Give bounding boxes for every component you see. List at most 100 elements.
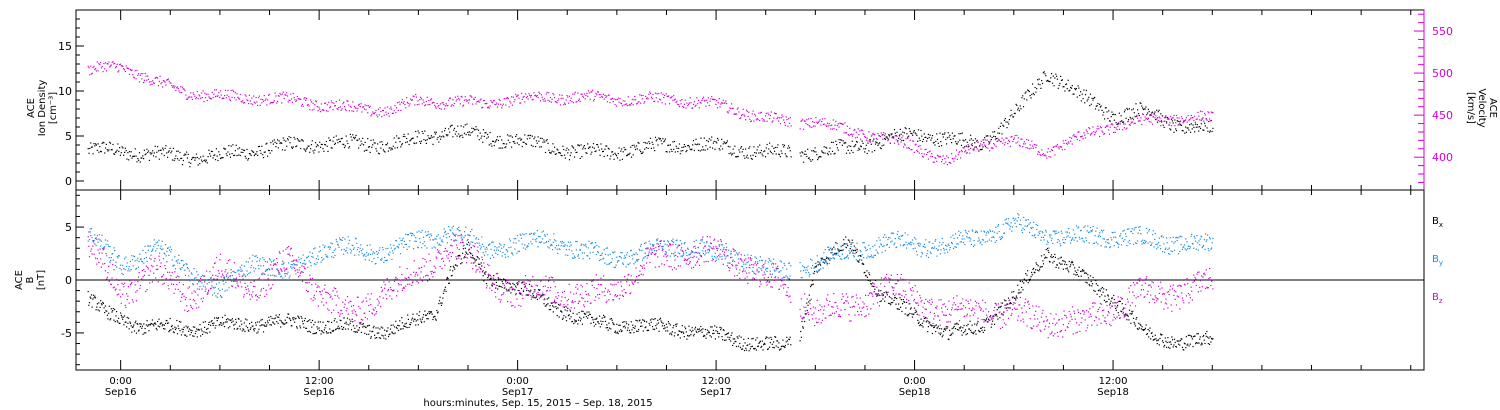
- data-point-right: [960, 157, 962, 159]
- data-point-left: [1212, 127, 1214, 129]
- data-point-left: [481, 135, 483, 137]
- data-point-Bx: [1188, 345, 1190, 347]
- data-point-Bx: [298, 317, 300, 319]
- data-point-Bx: [462, 252, 464, 254]
- data-point-Bx: [106, 310, 108, 312]
- data-point-By: [272, 260, 274, 262]
- data-point-left: [898, 137, 900, 139]
- data-point-right: [987, 147, 989, 149]
- data-point-right: [167, 78, 169, 80]
- data-point-right: [437, 106, 439, 108]
- data-point-right: [426, 96, 428, 98]
- data-point-By: [314, 247, 316, 249]
- data-point-right: [249, 100, 251, 102]
- data-point-right: [768, 114, 770, 116]
- data-point-By: [362, 255, 364, 257]
- data-point-left: [296, 138, 298, 140]
- data-point-Bx: [653, 328, 656, 330]
- data-point-By: [174, 268, 177, 270]
- data-point-Bx: [495, 281, 497, 283]
- data-point-right: [680, 103, 682, 105]
- data-point-left: [419, 141, 421, 143]
- data-point-left: [606, 145, 608, 147]
- data-point-Bx: [369, 330, 371, 332]
- data-point-Bx: [271, 317, 273, 319]
- data-point-right: [850, 134, 852, 136]
- data-point-Bx: [1160, 334, 1162, 336]
- data-point-Bx: [502, 283, 504, 285]
- data-point-right: [371, 113, 373, 115]
- data-point-left: [966, 141, 968, 143]
- data-point-Bx: [353, 331, 355, 333]
- data-point-right: [1120, 120, 1122, 122]
- data-point-Bx: [1144, 329, 1146, 331]
- data-point-right: [349, 105, 351, 107]
- data-point-left: [664, 140, 666, 142]
- data-point-left: [252, 151, 254, 153]
- data-point-Bx: [518, 292, 521, 294]
- data-point-left: [1084, 102, 1086, 104]
- velocity-label-line3: [km/s]: [1465, 92, 1476, 124]
- data-point-By: [229, 275, 231, 277]
- data-point-Bx: [571, 320, 574, 323]
- data-point-Bx: [448, 282, 450, 284]
- data-point-right: [305, 97, 308, 99]
- data-point-right: [950, 162, 952, 164]
- data-point-right: [702, 96, 705, 98]
- data-point-left: [484, 132, 486, 134]
- data-point-Bx: [626, 323, 628, 325]
- data-point-Bx: [307, 331, 309, 333]
- data-point-left: [383, 150, 385, 152]
- data-point-right: [111, 61, 113, 63]
- data-point-right: [621, 105, 623, 107]
- data-point-By: [427, 234, 429, 236]
- data-point-Bx: [313, 332, 315, 335]
- data-point-Bx: [687, 335, 689, 337]
- data-point-left: [630, 156, 633, 158]
- data-point-right: [993, 142, 995, 145]
- data-point-right: [1151, 123, 1154, 125]
- data-point-left: [1050, 77, 1052, 79]
- data-point-Bx: [410, 322, 412, 324]
- data-point-Bx: [730, 334, 732, 336]
- data-point-Bx: [901, 310, 903, 313]
- data-point-right: [741, 113, 743, 116]
- data-point-Bx: [247, 329, 249, 331]
- data-point-By: [235, 271, 237, 274]
- data-point-right: [508, 106, 510, 108]
- data-point-left: [833, 153, 835, 155]
- data-point-left: [162, 149, 164, 151]
- data-point-left: [860, 145, 862, 147]
- data-point-right: [119, 64, 121, 66]
- data-point-Bx: [1084, 272, 1086, 274]
- data-point-left: [1094, 108, 1097, 110]
- data-point-Bx: [255, 324, 257, 326]
- data-point-left: [1093, 97, 1095, 99]
- data-point-left: [269, 152, 271, 154]
- data-point-left: [888, 134, 890, 136]
- data-point-left: [563, 148, 565, 151]
- data-point-left: [410, 138, 413, 140]
- data-point-left: [288, 136, 290, 138]
- data-point-right: [267, 94, 270, 96]
- data-point-right: [1157, 120, 1159, 122]
- data-point-left: [448, 128, 450, 130]
- data-point-right: [322, 109, 324, 111]
- data-point-Bx: [256, 321, 259, 323]
- data-point-left: [654, 136, 657, 138]
- data-point-left: [1109, 120, 1111, 122]
- data-point-By: [280, 275, 282, 277]
- data-point-Bx: [587, 314, 589, 317]
- data-point-Bx: [648, 322, 650, 325]
- data-point-left: [544, 141, 546, 143]
- data-point-Bx: [390, 324, 392, 326]
- data-point-right: [984, 139, 987, 141]
- data-point-right: [197, 98, 199, 100]
- data-point-right: [563, 104, 565, 106]
- data-point-By: [136, 259, 138, 261]
- data-point-left: [225, 153, 227, 155]
- data-point-By: [155, 250, 157, 252]
- data-point-left: [998, 132, 1001, 134]
- data-point-Bx: [888, 302, 890, 304]
- data-point-By: [333, 249, 335, 251]
